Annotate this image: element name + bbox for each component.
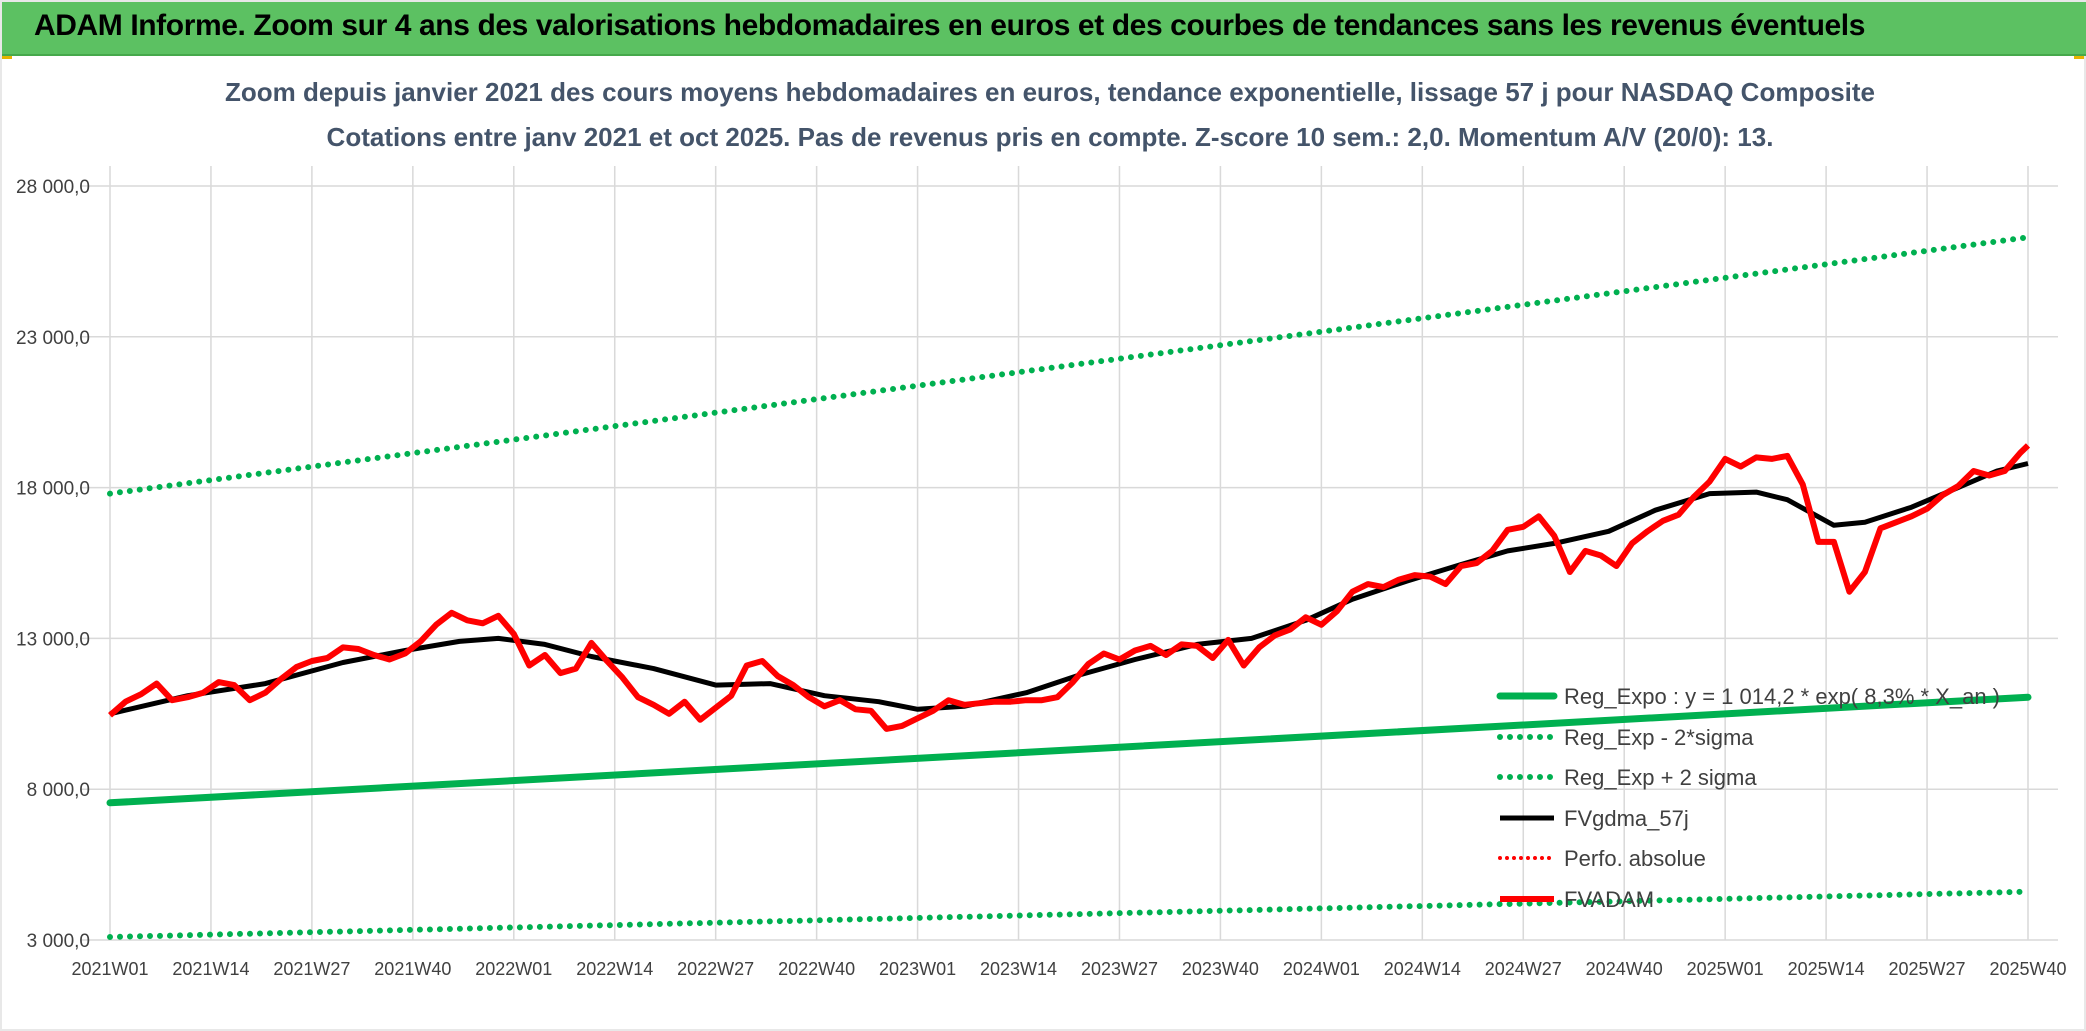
x-tick-label: 2022W01 [475,959,552,979]
chart-subtitle: Cotations entre janv 2021 et oct 2025. P… [327,122,1774,152]
x-tick-label: 2021W01 [71,959,148,979]
y-tick-label: 3 000,0 [27,931,90,952]
header-title: ADAM Informe. Zoom sur 4 ans des valoris… [34,9,1866,42]
reg-expo-line [106,693,2032,807]
reg-exp-plus-2sigma-line [107,234,2031,497]
y-tick-label: 18 000,0 [16,479,90,500]
x-tick-label: 2022W40 [778,959,855,979]
x-tick-label: 2021W27 [273,959,350,979]
chart-title: Zoom depuis janvier 2021 des cours moyen… [225,77,1875,107]
x-tick-label: 2025W40 [1989,959,2066,979]
series-layer [106,234,2032,940]
x-tick-label: 2021W40 [374,959,451,979]
y-tick-label: 13 000,0 [16,629,90,650]
x-tick-label: 2023W14 [980,959,1057,979]
x-tick-label: 2022W27 [677,959,754,979]
header-corner-mark-left [2,56,12,59]
x-tick-label: 2025W27 [1889,959,1966,979]
legend-label-perfo-absolue-line: Perfo. absolue [1564,846,1706,871]
reg-exp-minus-2sigma-line [107,888,2031,940]
x-tick-label: 2023W01 [879,959,956,979]
legend-label-reg-expo-line: Reg_Expo : y = 1 014,2 * exp( 8,3% * X_a… [1564,684,2000,709]
y-tick-label: 8 000,0 [27,780,90,801]
x-tick-label: 2021W14 [172,959,249,979]
x-axis: 2021W01 2021W14 2021W27 2021W40 2022W01 2022W… [71,959,2066,979]
x-tick-label: 2024W14 [1384,959,1461,979]
legend: Reg_Expo : y = 1 014,2 * exp( 8,3% * X_a… [1496,684,2000,912]
fvadam-line [108,443,2031,732]
x-tick-label: 2025W01 [1687,959,1764,979]
y-tick-label: 23 000,0 [16,328,90,349]
grid [80,166,2058,941]
header-bar: ADAM Informe. Zoom sur 4 ans des valoris… [2,2,2086,56]
y-axis: 3 000,0 8 000,0 13 000,0 18 000,0 23 000,0 28… [16,177,90,952]
legend-label-reg-exp-minus-2sigma-line: Reg_Exp - 2*sigma [1564,725,1754,750]
x-tick-label: 2024W01 [1283,959,1360,979]
fvgdma-57j-line [109,461,2029,717]
legend-label-fvgdma-57j-line: FVgdma_57j [1564,806,1689,831]
legend-label-reg-exp-plus-2sigma-line: Reg_Exp + 2 sigma [1564,765,1757,790]
x-tick-label: 2025W14 [1788,959,1865,979]
x-tick-label: 2024W27 [1485,959,1562,979]
x-tick-label: 2024W40 [1586,959,1663,979]
x-tick-label: 2022W14 [576,959,653,979]
x-tick-label: 2023W27 [1081,959,1158,979]
x-tick-label: 2023W40 [1182,959,1259,979]
header-corner-mark-right [2074,56,2084,59]
chart-svg: Zoom depuis janvier 2021 des cours moyen… [16,77,2067,979]
legend-label-fvadam-line: FVADAM [1564,887,1654,912]
y-tick-label: 28 000,0 [16,177,90,198]
